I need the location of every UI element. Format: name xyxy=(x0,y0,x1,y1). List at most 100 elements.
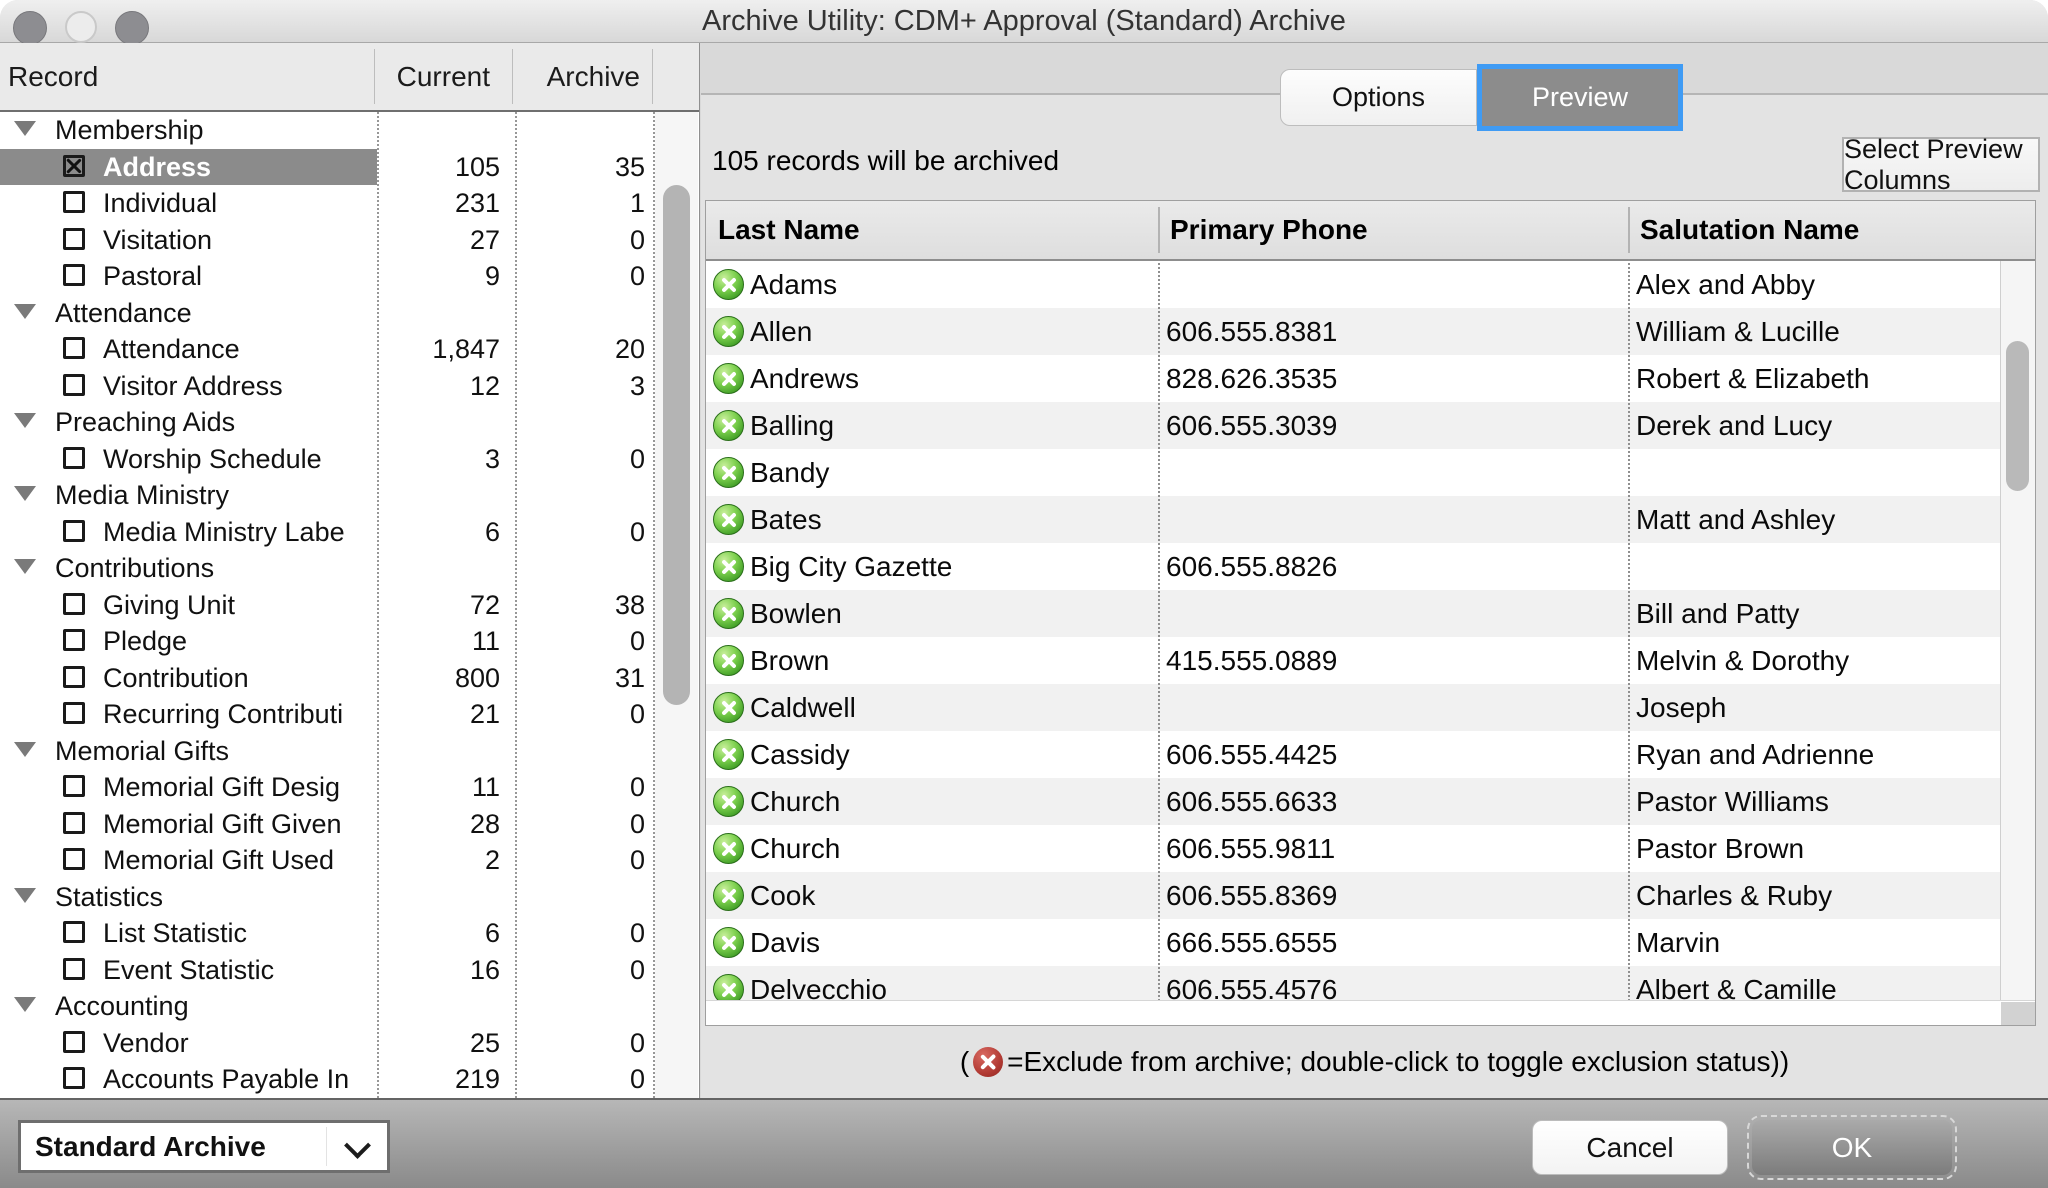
record-item-row[interactable]: Pledge 11 0 xyxy=(0,623,653,660)
record-item-row[interactable]: Memorial Gift Desig 11 0 xyxy=(0,769,653,806)
record-checkbox[interactable] xyxy=(63,775,85,797)
record-checkbox[interactable] xyxy=(63,921,85,943)
record-item-row[interactable]: Individual 231 1 xyxy=(0,185,653,222)
exclude-toggle-icon[interactable] xyxy=(713,786,744,817)
preview-table-row[interactable]: Delvecchio 606.555.4576 Albert & Camille xyxy=(706,966,2001,1001)
collapse-triangle-icon[interactable] xyxy=(14,121,36,136)
last-name-header[interactable]: Last Name xyxy=(718,214,860,245)
record-checkbox[interactable] xyxy=(63,154,85,177)
record-item-row[interactable]: Visitor Address 12 3 xyxy=(0,368,653,405)
salutation-name-header[interactable]: Salutation Name xyxy=(1640,214,1860,245)
record-item-row[interactable]: Visitation 27 0 xyxy=(0,222,653,259)
record-item-row[interactable]: Media Ministry Labe 6 0 xyxy=(0,514,653,551)
exclude-toggle-icon[interactable] xyxy=(713,880,744,911)
exclude-toggle-icon[interactable] xyxy=(713,410,744,441)
record-item-row[interactable]: Accounts Payable In 219 0 xyxy=(0,1061,653,1098)
record-checkbox[interactable] xyxy=(63,592,85,615)
preview-table-row[interactable]: Church 606.555.9811 Pastor Brown xyxy=(706,825,2001,872)
record-checkbox[interactable] xyxy=(63,519,85,542)
exclude-toggle-icon[interactable] xyxy=(713,504,744,535)
record-checkbox[interactable] xyxy=(63,1067,85,1089)
record-item-row[interactable]: Event Statistic 16 0 xyxy=(0,952,653,989)
exclude-toggle-icon[interactable] xyxy=(713,363,744,394)
record-checkbox[interactable] xyxy=(63,337,85,359)
record-checkbox[interactable] xyxy=(63,227,85,250)
exclude-toggle-icon[interactable] xyxy=(713,645,744,676)
exclude-toggle-icon[interactable] xyxy=(713,692,744,723)
record-checkbox[interactable] xyxy=(63,264,85,286)
preview-table-row[interactable]: Balling 606.555.3039 Derek and Lucy xyxy=(706,402,2001,449)
exclude-toggle-icon[interactable] xyxy=(713,833,744,864)
record-item-row[interactable]: Recurring Contributi 21 0 xyxy=(0,696,653,733)
record-item-row[interactable]: List Statistic 6 0 xyxy=(0,915,653,952)
archive-type-select[interactable]: Standard Archive xyxy=(18,1120,390,1173)
record-checkbox[interactable] xyxy=(63,191,85,213)
record-category-row[interactable]: Preaching Aids xyxy=(0,404,653,441)
tab-preview[interactable]: Preview xyxy=(1482,69,1678,126)
preview-table-row[interactable]: Brown 415.555.0889 Melvin & Dorothy xyxy=(706,637,2001,684)
collapse-triangle-icon[interactable] xyxy=(14,741,36,757)
preview-table-row[interactable]: Caldwell Joseph xyxy=(706,684,2001,731)
horizontal-scrollbar[interactable] xyxy=(706,1000,2035,1025)
window-minimize-button[interactable] xyxy=(65,11,97,43)
exclude-toggle-icon[interactable] xyxy=(713,457,744,488)
collapse-triangle-icon[interactable] xyxy=(14,413,36,428)
record-category-row[interactable]: Memorial Gifts xyxy=(0,733,653,770)
collapse-triangle-icon[interactable] xyxy=(14,997,36,1012)
scrollbar-thumb[interactable] xyxy=(2006,341,2029,491)
record-checkbox[interactable] xyxy=(63,446,85,469)
select-preview-columns-button[interactable]: Select Preview Columns xyxy=(1842,134,2040,195)
exclude-toggle-icon[interactable] xyxy=(713,739,744,770)
record-checkbox[interactable] xyxy=(63,373,85,396)
record-item-row[interactable]: Giving Unit 72 38 xyxy=(0,587,653,624)
preview-table-row[interactable]: Cook 606.555.8369 Charles & Ruby xyxy=(706,872,2001,919)
record-checkbox[interactable] xyxy=(63,957,85,980)
record-item-row[interactable]: Worship Schedule 3 0 xyxy=(0,441,653,478)
record-category-row[interactable]: Attendance xyxy=(0,295,653,332)
window-close-button[interactable] xyxy=(13,11,47,45)
primary-phone-header[interactable]: Primary Phone xyxy=(1170,214,1368,245)
record-item-row[interactable]: Vendor 25 0 xyxy=(0,1025,653,1062)
exclude-toggle-icon[interactable] xyxy=(713,598,744,629)
collapse-triangle-icon[interactable] xyxy=(14,303,36,319)
record-category-row[interactable]: Contributions xyxy=(0,550,653,587)
record-item-row[interactable]: Attendance 1,847 20 xyxy=(0,331,653,368)
preview-table-row[interactable]: Davis 666.555.6555 Marvin xyxy=(706,919,2001,966)
record-category-row[interactable]: Membership xyxy=(0,112,653,149)
exclude-toggle-icon[interactable] xyxy=(713,927,744,958)
preview-table-row[interactable]: Allen 606.555.8381 William & Lucille xyxy=(706,308,2001,355)
tab-options[interactable]: Options xyxy=(1280,69,1477,126)
record-item-row[interactable]: Memorial Gift Given 28 0 xyxy=(0,806,653,843)
scrollbar-thumb[interactable] xyxy=(663,185,690,705)
preview-table-row[interactable]: Bates Matt and Ashley xyxy=(706,496,2001,543)
record-checkbox[interactable] xyxy=(63,848,85,870)
record-item-row[interactable]: Memorial Gift Used 2 0 xyxy=(0,842,653,879)
record-item-row[interactable]: Contribution 800 31 xyxy=(0,660,653,697)
record-category-row[interactable]: Statistics xyxy=(0,879,653,916)
preview-table-scrollbar[interactable] xyxy=(2000,261,2035,1001)
preview-table-row[interactable]: Andrews 828.626.3535 Robert & Elizabeth xyxy=(706,355,2001,402)
record-checkbox[interactable] xyxy=(63,629,85,651)
preview-table-row[interactable]: Church 606.555.6633 Pastor Williams xyxy=(706,778,2001,825)
record-category-row[interactable]: Media Ministry xyxy=(0,477,653,514)
exclude-toggle-icon[interactable] xyxy=(713,316,744,347)
collapse-triangle-icon[interactable] xyxy=(14,559,36,574)
preview-table-row[interactable]: Adams Alex and Abby xyxy=(706,261,2001,308)
cancel-button[interactable]: Cancel xyxy=(1532,1120,1728,1175)
record-checkbox[interactable] xyxy=(63,702,85,724)
preview-table-row[interactable]: Bowlen Bill and Patty xyxy=(706,590,2001,637)
collapse-triangle-icon[interactable] xyxy=(14,887,36,903)
ok-button[interactable]: OK xyxy=(1747,1115,1957,1180)
record-checkbox[interactable] xyxy=(63,1030,85,1053)
exclude-toggle-icon[interactable] xyxy=(713,974,744,1001)
exclude-toggle-icon[interactable] xyxy=(713,269,744,300)
exclude-toggle-icon[interactable] xyxy=(713,551,744,582)
preview-table-row[interactable]: Cassidy 606.555.4425 Ryan and Adrienne xyxy=(706,731,2001,778)
record-list-scrollbar[interactable] xyxy=(655,112,698,1098)
record-category-row[interactable]: Accounting xyxy=(0,988,653,1025)
record-checkbox[interactable] xyxy=(63,811,85,834)
collapse-triangle-icon[interactable] xyxy=(14,486,36,501)
record-item-row[interactable]: Pastoral 9 0 xyxy=(0,258,653,295)
record-item-row[interactable]: Address 105 35 xyxy=(0,148,653,185)
preview-table-row[interactable]: Bandy xyxy=(706,449,2001,496)
